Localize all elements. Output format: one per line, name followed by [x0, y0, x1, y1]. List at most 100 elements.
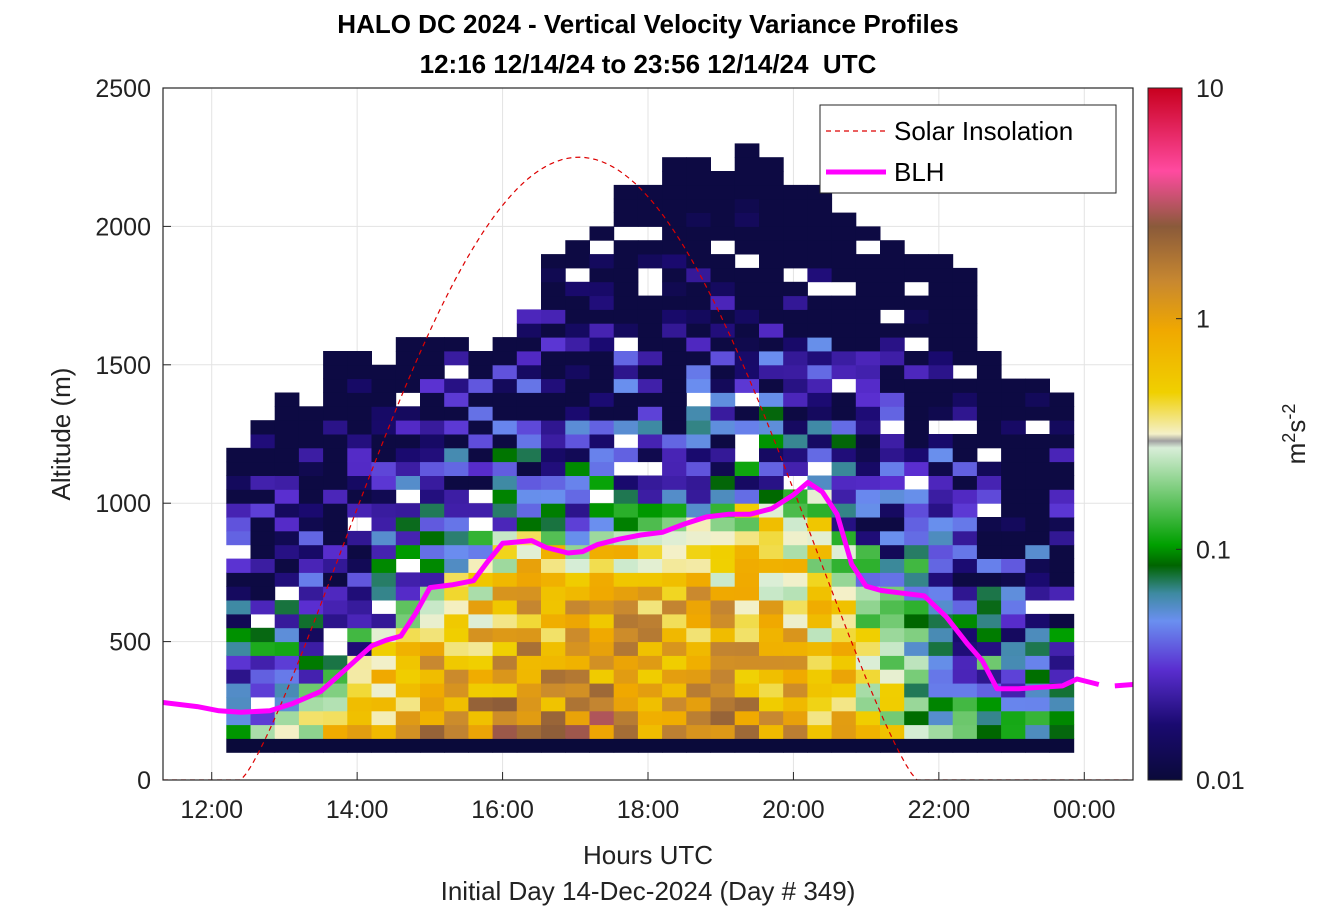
heatmap-cell — [1049, 697, 1075, 712]
heatmap-cell — [541, 364, 566, 380]
heatmap-cell — [492, 613, 518, 629]
heatmap-cell — [783, 406, 808, 421]
heatmap-cell — [565, 627, 590, 643]
heatmap-cell — [1025, 641, 1050, 656]
heatmap-cell — [1025, 724, 1050, 739]
heatmap-cell — [662, 738, 687, 753]
heatmap-cell — [371, 530, 397, 546]
heatmap-cell — [662, 710, 687, 726]
heatmap-cell — [589, 323, 615, 338]
heatmap-cell — [613, 613, 639, 629]
heatmap-cell — [395, 378, 421, 393]
heatmap-cell — [759, 309, 784, 324]
heatmap-cell — [1001, 447, 1026, 463]
heatmap-cell — [468, 738, 494, 753]
colorbar-ticks: 0.01 0.1 1 10 — [1176, 75, 1245, 795]
heatmap-cell — [516, 489, 542, 504]
heatmap-cell — [880, 710, 905, 726]
heatmap-cell — [298, 641, 324, 656]
heatmap-cell — [541, 724, 566, 739]
heatmap-cell — [880, 613, 905, 629]
heatmap-cell — [323, 364, 348, 380]
heatmap-cell — [710, 364, 736, 380]
heatmap-cell — [541, 627, 566, 643]
heatmap-cell — [274, 724, 300, 739]
heatmap-cell — [347, 351, 372, 366]
heatmap-cell — [904, 641, 929, 656]
heatmap-cell — [928, 558, 954, 573]
heatmap-cell — [613, 683, 639, 698]
heatmap-cell — [637, 503, 663, 518]
heatmap-cell — [686, 558, 711, 573]
heatmap-cell — [492, 364, 518, 380]
heatmap-cell — [662, 447, 687, 463]
heatmap-cell — [759, 738, 784, 753]
heatmap-cell — [686, 157, 711, 172]
heatmap-cell — [637, 309, 663, 324]
heatmap-cell — [298, 447, 324, 463]
heatmap-cell — [492, 392, 518, 407]
heatmap-cell — [516, 503, 542, 518]
heatmap-cell — [759, 683, 784, 698]
heatmap-cell — [492, 503, 518, 518]
heatmap-cell — [855, 641, 881, 656]
heatmap-cell — [1049, 420, 1075, 435]
heatmap-cell — [759, 323, 784, 338]
heatmap-cell — [831, 586, 857, 601]
heatmap-cell — [371, 710, 397, 726]
heatmap-cell — [880, 558, 905, 573]
x-axis-ticks: 12:00 14:00 16:00 18:00 20:00 22:00 00:00 — [180, 772, 1116, 824]
heatmap-cell — [589, 406, 615, 421]
heatmap-cell — [565, 295, 590, 310]
heatmap-cell — [468, 600, 494, 615]
heatmap-cell — [613, 655, 639, 670]
heatmap-cell — [928, 337, 954, 352]
heatmap-cell — [589, 655, 615, 670]
heatmap-cell — [589, 226, 615, 241]
heatmap-cell — [565, 434, 590, 449]
heatmap-cell — [347, 572, 372, 587]
heatmap-cell — [613, 572, 639, 587]
heatmap-cell — [759, 267, 784, 283]
heatmap-cell — [637, 641, 663, 656]
heatmap-cell — [928, 254, 954, 269]
heatmap-cell — [516, 406, 542, 421]
heatmap-cell — [904, 600, 929, 615]
heatmap-cell — [734, 281, 760, 297]
heatmap-cell — [831, 655, 857, 670]
heatmap-cell — [226, 627, 251, 643]
heatmap-cell — [904, 267, 929, 283]
heatmap-cell — [855, 724, 881, 739]
heatmap-cell — [759, 157, 784, 172]
heatmap-cell — [831, 724, 857, 739]
heatmap-cell — [710, 697, 736, 712]
heatmap-cell — [395, 586, 421, 601]
heatmap-cell — [541, 697, 566, 712]
heatmap-cell — [783, 738, 808, 753]
heatmap-cell — [662, 600, 687, 615]
heatmap-cell — [274, 517, 300, 532]
heatmap-cell — [371, 489, 397, 504]
heatmap-cell — [323, 613, 348, 629]
heatmap-cell — [662, 503, 687, 518]
heatmap-cell — [976, 738, 1002, 753]
heatmap-cell — [347, 364, 372, 380]
heatmap-cell — [516, 337, 542, 352]
heatmap-cell — [904, 351, 929, 366]
heatmap-cell — [492, 627, 518, 643]
heatmap-cell — [952, 738, 978, 753]
heatmap-cell — [298, 461, 324, 476]
heatmap-cell — [1025, 461, 1050, 476]
heatmap-cell — [831, 627, 857, 643]
heatmap-cell — [710, 544, 736, 559]
heatmap-cell — [734, 309, 760, 324]
heatmap-cell — [783, 226, 808, 241]
heatmap-cell — [468, 724, 494, 739]
heatmap-cell — [613, 600, 639, 615]
heatmap-cell — [395, 572, 421, 587]
heatmap-cell — [637, 337, 663, 352]
heatmap-cell — [1001, 669, 1026, 684]
heatmap-cell — [686, 226, 711, 241]
heatmap-cell — [928, 295, 954, 310]
heatmap-cell — [928, 489, 954, 504]
